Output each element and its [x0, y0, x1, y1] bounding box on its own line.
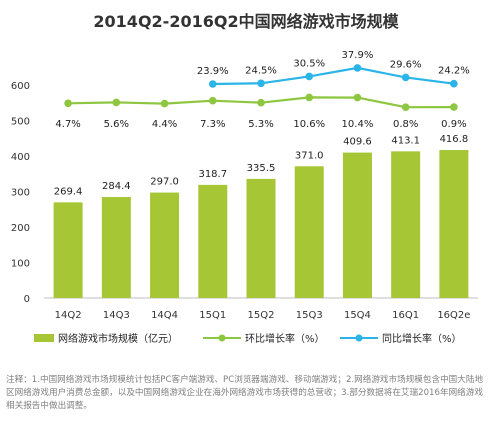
bar-value-label: 416.8 — [440, 134, 469, 145]
yoy-growth-point — [305, 72, 314, 81]
legend-label-yoy: 同比增长率（%） — [382, 332, 462, 345]
footnote: 注释：1.中国网络游戏市场规模统计包括PC客户端游戏、PC浏览器端游戏、移动端游… — [6, 375, 484, 411]
legend-swatch-bar — [34, 334, 54, 342]
legend-label-bar: 网络游戏市场规模（亿元） — [58, 332, 178, 345]
mom-growth-point — [160, 99, 169, 108]
yoy-growth-value-label: 30.5% — [293, 58, 325, 69]
x-tick-label: 14Q3 — [103, 310, 130, 321]
bar-value-label: 409.6 — [343, 137, 372, 148]
bar-value-label: 413.1 — [391, 135, 420, 146]
yoy-growth-point — [450, 79, 458, 88]
mom-growth-value-label: 7.3% — [200, 119, 225, 130]
mom-growth-value-label: 5.3% — [248, 119, 273, 130]
mom-growth-value-label: 10.4% — [342, 119, 374, 130]
mom-growth-point — [450, 103, 458, 111]
x-tick-label: 15Q1 — [199, 310, 226, 321]
chart: 2014Q2-2016Q2中国网络游戏市场规模 0 100 200 300 400 500… — [11, 12, 478, 345]
x-tick-label: 15Q4 — [344, 310, 371, 321]
y-axis: 0 100 200 300 400 500 600 — [11, 81, 30, 305]
x-tick-label: 14Q4 — [151, 310, 178, 321]
mom-growth-point — [208, 96, 217, 105]
yoy-growth-point — [257, 79, 265, 88]
mom-growth-value-label: 10.6% — [293, 119, 325, 130]
legend-label-mom: 环比增长率（%） — [245, 332, 325, 345]
bar — [150, 192, 180, 298]
x-axis: 14Q2 14Q3 14Q4 15Q1 15Q2 15Q3 15Q4 16Q1 16Q2e — [44, 297, 478, 321]
bar-series: 269.4 284.4 297.0 318.7 335.5 371.0 409.6 413.1… — [53, 134, 469, 298]
x-tick-label: 15Q3 — [296, 310, 323, 321]
bar-value-label: 284.4 — [102, 181, 131, 192]
bar-value-label: 269.4 — [54, 186, 83, 197]
y-tick-label: 600 — [11, 81, 30, 92]
mom-growth-value-label: 0.8% — [393, 119, 418, 130]
x-tick-label: 15Q2 — [248, 310, 275, 321]
bar — [342, 152, 372, 298]
y-tick-label: 200 — [11, 223, 30, 234]
x-tick-label: 16Q2e — [437, 310, 470, 321]
y-tick-label: 300 — [11, 188, 30, 199]
mom-growth-point — [112, 98, 121, 107]
bar — [246, 178, 276, 298]
bar — [101, 197, 131, 298]
chart-title: 2014Q2-2016Q2中国网络游戏市场规模 — [93, 12, 399, 31]
yoy-growth-value-label: 24.5% — [245, 65, 277, 76]
mom-growth-point — [353, 93, 362, 102]
bar — [294, 166, 324, 298]
bar-value-label: 318.7 — [198, 169, 227, 180]
mom-growth-value-label: 5.6% — [104, 119, 129, 130]
yoy-growth-point — [401, 73, 410, 82]
y-tick-label: 100 — [11, 259, 30, 270]
y-tick-label: 400 — [11, 152, 30, 163]
y-tick-label: 500 — [11, 117, 30, 128]
yoy-growth-value-label: 24.2% — [438, 66, 470, 77]
yoy-growth-value-label: 29.6% — [390, 59, 422, 70]
legend-marker-mom — [218, 334, 226, 342]
x-tick-label: 14Q2 — [55, 310, 82, 321]
legend-marker-yoy — [355, 334, 363, 342]
bar-value-label: 335.5 — [247, 163, 276, 174]
mom-growth-value-label: 0.9% — [441, 119, 466, 130]
mom-growth-point — [64, 99, 72, 108]
bar — [391, 151, 421, 298]
y-tick-label: 0 — [24, 294, 30, 305]
bar-value-label: 297.0 — [150, 177, 179, 188]
bar — [439, 150, 469, 298]
line-series: 4.7% 5.6% 4.4% 7.3% 5.3% 10.6% 10.4% 0.8% 0.9% 23… — [55, 50, 469, 130]
mom-growth-point — [257, 98, 265, 107]
yoy-growth-value-label: 37.9% — [342, 50, 374, 61]
mom-growth-value-label: 4.4% — [152, 119, 177, 130]
mom-growth-point — [305, 93, 314, 102]
mom-growth-value-label: 4.7% — [55, 119, 80, 130]
bar — [198, 184, 228, 298]
yoy-growth-point — [353, 64, 362, 72]
mom-growth-point — [401, 103, 410, 111]
legend: 网络游戏市场规模（亿元） 环比增长率（%） 同比增长率（%） — [34, 332, 462, 345]
bar-value-label: 371.0 — [295, 150, 324, 161]
x-tick-label: 16Q1 — [392, 310, 419, 321]
bar — [53, 202, 83, 298]
yoy-growth-point — [208, 80, 217, 88]
yoy-growth-value-label: 23.9% — [197, 66, 229, 77]
yoy-growth-line — [212, 66, 455, 86]
